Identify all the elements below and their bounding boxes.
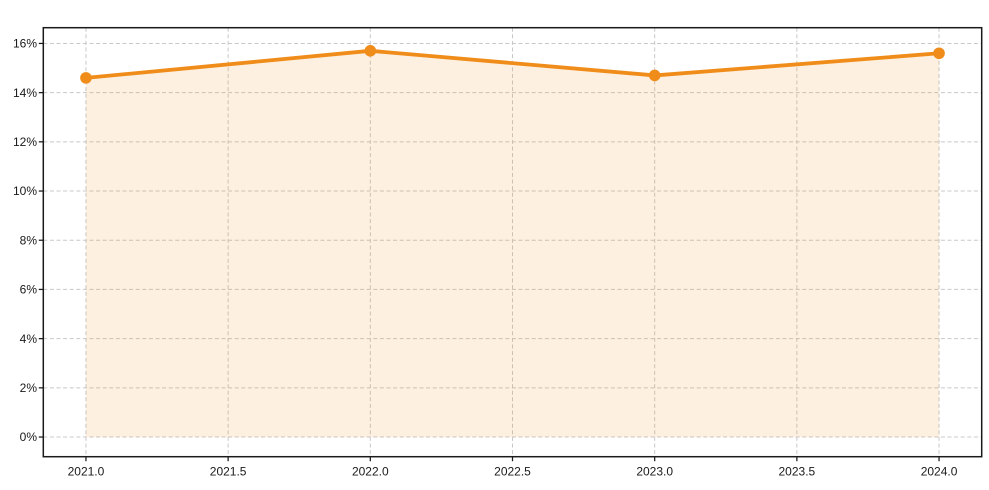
y-tick-label: 0% [20, 430, 38, 444]
y-tick-label: 16% [13, 37, 37, 51]
x-tick-label: 2023.5 [779, 465, 816, 479]
data-points [80, 45, 945, 84]
y-tick-label: 10% [13, 184, 37, 198]
x-tick-label: 2021.5 [210, 465, 247, 479]
y-tick-label: 8% [20, 233, 38, 247]
area-fill [85, 50, 940, 438]
data-point-2022 [364, 45, 377, 57]
y-axis: 0% 2% 4% 6% 8% 10% 12% 14% 16% [13, 37, 44, 444]
y-tick-label: 4% [20, 332, 38, 346]
y-tick-label: 12% [13, 135, 37, 149]
gridlines [43, 27, 982, 457]
y-tick-label: 2% [20, 381, 38, 395]
y-tick-label: 14% [13, 86, 37, 100]
x-tick-label: 2021.0 [68, 465, 105, 479]
y-tick-label: 6% [20, 283, 38, 297]
data-point-2024 [933, 47, 945, 60]
x-tick-label: 2023.0 [636, 465, 673, 479]
x-axis: 2021.0 2021.5 2022.0 2022.5 2023.0 2023.5 2024… [68, 456, 958, 479]
x-tick-label: 2022.0 [352, 465, 389, 479]
x-tick-label: 2022.5 [494, 465, 531, 479]
trend-line [84, 48, 941, 80]
data-point-2023 [648, 69, 661, 82]
x-tick-label: 2024.0 [921, 465, 958, 479]
data-point-2021 [80, 72, 92, 84]
